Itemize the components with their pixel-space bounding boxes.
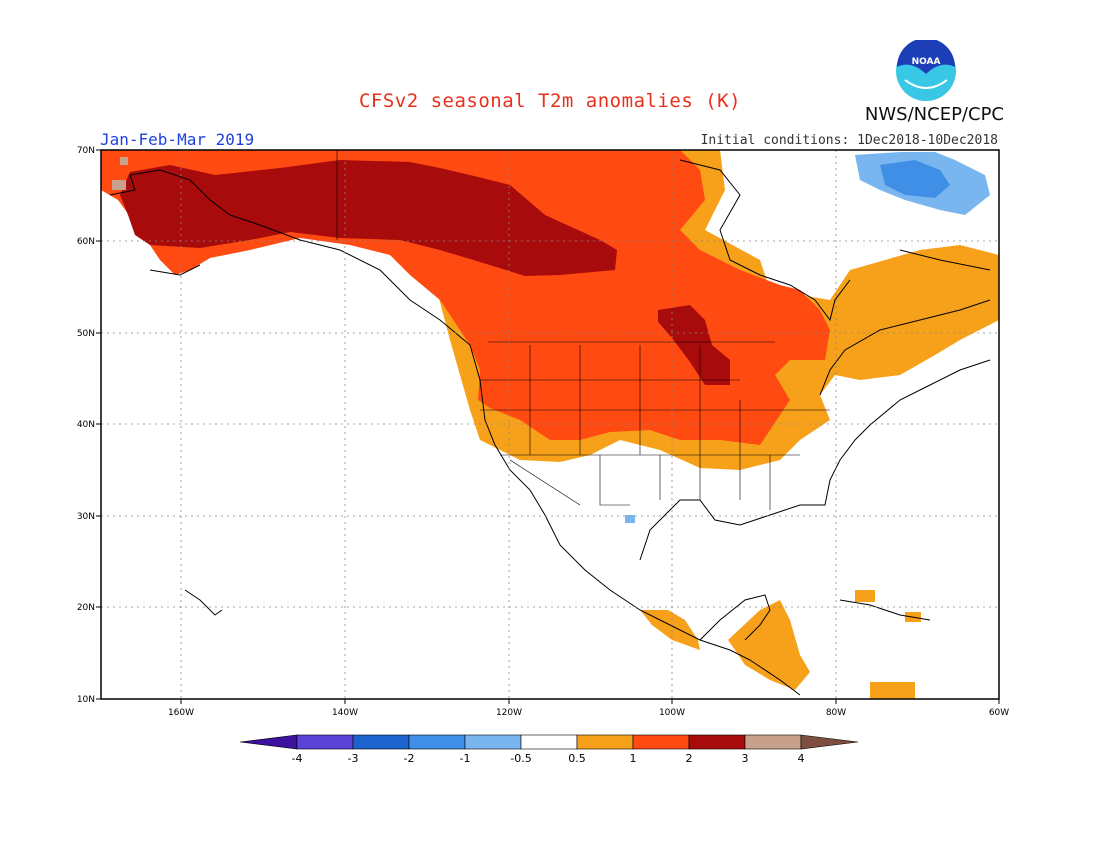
colorbar-tick-label: -3 [348,752,359,765]
lat-label: 30N [77,512,95,522]
lat-label: 50N [77,329,95,339]
anomaly-region-blue [880,160,950,198]
coastlines [109,159,991,696]
colorbar-segment [296,734,354,750]
anomaly-region-orange-caribbean [870,682,915,699]
colorbar-segment [520,734,578,750]
colorbar-arrow-high [800,734,859,750]
season-label: Jan-Feb-Mar 2019 [100,130,255,149]
lon-label: 140W [332,708,358,718]
colorbar-tick-label: 2 [686,752,693,765]
anomaly-fields [101,150,999,699]
lon-label: 120W [496,708,522,718]
lat-label: 20N [77,603,95,613]
lat-label: 10N [77,695,95,705]
anomaly-region-orange-caribbean [855,590,875,602]
logo-text: NOAA [912,57,941,67]
colorbar-arrow-low [239,734,298,750]
colorbar-tick-label: 3 [742,752,749,765]
lat-label: 70N [77,146,95,156]
colorbar-tick-label: -4 [292,752,303,765]
borders [336,150,830,510]
colorbar-tick-label: 0.5 [568,752,586,765]
anomaly-region-darkred-lakes [658,305,730,385]
anomaly-region-lightblue [625,515,635,523]
lat-label: 40N [77,420,95,430]
colorbar-tick-label: 4 [798,752,805,765]
lon-label: 80W [826,708,846,718]
lat-label: 60N [77,237,95,247]
colorbar-tick-label: -0.5 [510,752,531,765]
colorbar-segment [688,734,746,750]
agency-label: NWS/NCEP/CPC [864,104,1004,125]
anomaly-region-darkred [120,160,617,276]
lon-label: 100W [659,708,685,718]
anomaly-region-orange-central-america [728,600,810,690]
colorbar-segment [352,734,410,750]
colorbar-segment [464,734,522,750]
lon-label: 60W [989,708,1009,718]
axis-ticks [96,149,1000,704]
colorbar-segment [632,734,690,750]
colorbar-segment [576,734,634,750]
colorbar-tick-label: -1 [460,752,471,765]
colorbar: -4 -3 -2 -1 -0.5 0.5 1 2 3 4 [239,734,859,765]
anomaly-region-tan [112,180,126,190]
initial-conditions-label: Initial conditions: 1Dec2018-10Dec2018 [700,133,998,148]
anomaly-region-orange-mexico [640,610,700,650]
colorbar-tick-label: 1 [630,752,637,765]
noaa-logo-icon: NOAA [896,40,956,101]
lon-label: 160W [168,708,194,718]
anomaly-region-tan [120,157,128,165]
gridlines [101,150,999,699]
colorbar-segment [744,734,802,750]
chart-title: CFSv2 seasonal T2m anomalies (K) [358,90,742,112]
colorbar-tick-label: -2 [404,752,415,765]
colorbar-segment [408,734,466,750]
